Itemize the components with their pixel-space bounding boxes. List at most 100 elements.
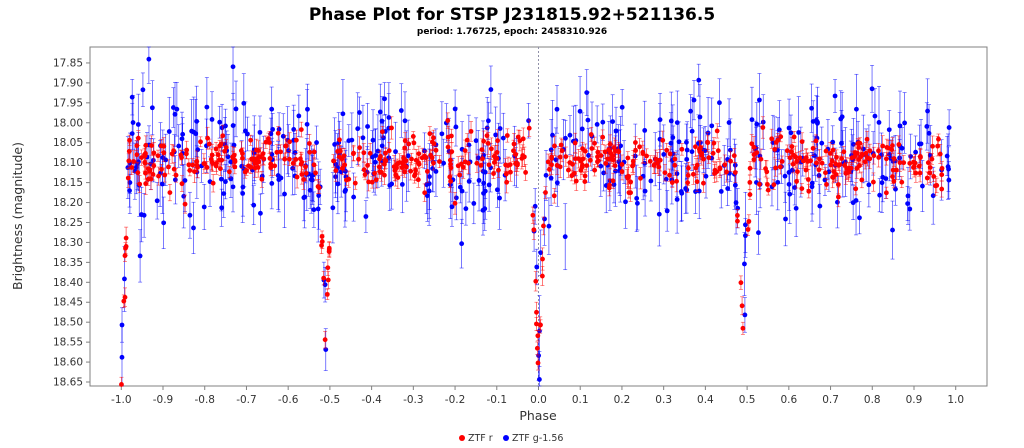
data-point — [835, 182, 841, 187]
data-point — [241, 100, 247, 106]
data-point — [342, 162, 348, 168]
data-point — [607, 149, 613, 154]
data-point — [765, 187, 771, 193]
data-point — [782, 173, 788, 179]
data-point — [642, 127, 648, 133]
data-point — [269, 106, 275, 112]
data-point — [670, 135, 676, 140]
data-point — [135, 122, 141, 127]
data-point — [642, 188, 648, 194]
data-point — [158, 143, 164, 149]
data-point — [447, 174, 453, 180]
y-tick-label: 18.05 — [53, 137, 83, 149]
data-point — [176, 143, 182, 149]
data-point — [939, 186, 945, 192]
data-point — [145, 176, 151, 182]
data-point — [325, 265, 331, 271]
data-point — [864, 136, 870, 142]
data-point — [126, 158, 132, 164]
data-point — [452, 200, 458, 206]
data-point — [409, 156, 414, 162]
data-point — [448, 165, 454, 171]
data-point — [637, 144, 643, 150]
data-point — [701, 156, 706, 162]
data-point — [563, 154, 569, 160]
data-point — [775, 137, 781, 143]
legend-swatch-ztf-r — [459, 435, 465, 441]
data-point — [431, 160, 436, 166]
data-point — [269, 181, 275, 186]
data-point — [462, 159, 468, 165]
data-point — [363, 214, 369, 219]
data-point — [676, 139, 682, 145]
data-point — [662, 170, 668, 176]
y-tick-label: 18.55 — [53, 337, 83, 349]
data-point — [610, 178, 616, 184]
x-tick-label: 0.7 — [822, 394, 839, 406]
data-point — [357, 110, 362, 115]
data-point — [342, 189, 348, 194]
data-point — [661, 152, 667, 157]
data-point — [788, 149, 794, 155]
data-point — [399, 182, 405, 187]
data-point — [667, 172, 672, 178]
x-tick-label: -1.0 — [111, 394, 132, 406]
data-point — [293, 137, 299, 143]
data-point — [172, 177, 178, 183]
x-tick-label: 0.9 — [906, 394, 923, 406]
data-point — [857, 215, 862, 221]
y-tick-label: 18.50 — [53, 317, 83, 329]
data-point — [217, 143, 223, 149]
data-point — [223, 179, 228, 185]
data-point — [301, 195, 307, 201]
data-point — [573, 156, 578, 162]
data-point — [405, 153, 411, 159]
y-axis: 17.85 17.90 17.95 18.00 18.05 18.10 18.15 18.20… — [53, 57, 90, 389]
chart-subtitle: period: 1.76725, epoch: 2458310.926 — [417, 27, 607, 37]
x-tick-label: -0.1 — [487, 394, 508, 406]
y-tick-label: 18.25 — [53, 217, 83, 229]
data-point — [394, 161, 400, 167]
data-point — [441, 160, 447, 166]
data-point — [740, 325, 746, 331]
data-point — [803, 155, 809, 161]
data-point — [411, 140, 417, 146]
data-point — [535, 360, 541, 366]
data-point — [763, 166, 768, 172]
data-point — [445, 144, 451, 150]
data-point — [134, 152, 140, 158]
data-point — [558, 142, 564, 148]
data-point — [145, 166, 151, 172]
data-point — [747, 192, 753, 197]
data-point — [656, 211, 662, 217]
legend-label-ztf-r: ZTF r — [468, 433, 493, 444]
data-point — [854, 106, 859, 112]
legend-label-ztf-g: ZTF g-1.56 — [512, 433, 563, 444]
x-axis-label: Phase — [519, 408, 557, 423]
data-point — [240, 155, 245, 161]
data-point — [379, 143, 385, 149]
y-tick-label: 17.85 — [53, 57, 83, 69]
data-point — [696, 147, 702, 152]
data-point — [849, 155, 855, 161]
data-point — [625, 175, 631, 181]
data-point — [167, 190, 173, 196]
data-point — [372, 159, 378, 165]
data-point — [756, 181, 762, 187]
data-point — [402, 158, 408, 164]
data-point — [373, 153, 379, 158]
data-point — [689, 128, 695, 134]
data-point — [303, 164, 308, 170]
data-point — [534, 264, 540, 270]
data-point — [457, 184, 463, 190]
data-point — [668, 140, 674, 146]
data-point — [850, 200, 856, 206]
data-point — [422, 153, 427, 159]
data-point — [386, 148, 392, 154]
data-point — [883, 190, 889, 196]
data-point — [709, 123, 715, 129]
data-point — [834, 154, 839, 160]
data-point — [160, 155, 166, 160]
data-point — [647, 158, 653, 164]
x-tick-label: -0.9 — [153, 394, 174, 406]
